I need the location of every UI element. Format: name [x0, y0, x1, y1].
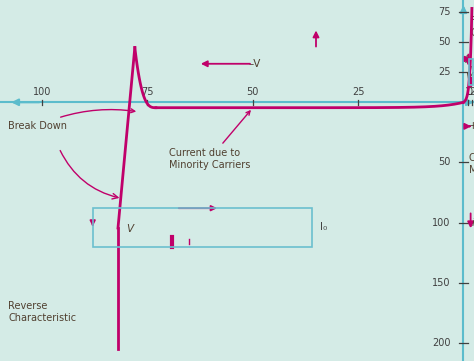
- Text: 25: 25: [438, 67, 451, 77]
- Text: 50: 50: [438, 37, 451, 47]
- Text: I₀: I₀: [320, 222, 328, 232]
- Text: 50: 50: [246, 87, 259, 97]
- Text: 150: 150: [432, 278, 451, 288]
- Text: Break Down: Break Down: [9, 109, 135, 131]
- Text: I: I: [465, 55, 468, 65]
- Text: 2: 2: [469, 87, 474, 97]
- Text: i: i: [471, 218, 474, 228]
- Text: –V: –V: [249, 59, 261, 69]
- Text: V: V: [127, 224, 134, 234]
- Text: 75: 75: [438, 7, 451, 17]
- Text: Forward
Characteristic: Forward Characteristic: [470, 16, 474, 38]
- Text: V: V: [465, 73, 473, 83]
- Text: 0: 0: [467, 87, 473, 97]
- Text: 100: 100: [33, 87, 51, 97]
- Text: 75: 75: [141, 87, 154, 97]
- Bar: [469, 59, 473, 86]
- Text: 100: 100: [432, 218, 451, 228]
- Text: 50: 50: [438, 157, 451, 168]
- Text: Reverse
Characteristic: Reverse Characteristic: [9, 301, 77, 323]
- Text: I: I: [469, 66, 472, 76]
- Text: Current due to
Minority Carriers: Current due to Minority Carriers: [169, 111, 250, 170]
- Text: 200: 200: [432, 338, 451, 348]
- Text: +V: +V: [469, 121, 474, 131]
- Bar: [93, 208, 312, 247]
- Text: 25: 25: [352, 87, 365, 97]
- Text: Current due to
Majority Carriers: Current due to Majority Carriers: [469, 153, 474, 175]
- Text: 1: 1: [465, 87, 471, 97]
